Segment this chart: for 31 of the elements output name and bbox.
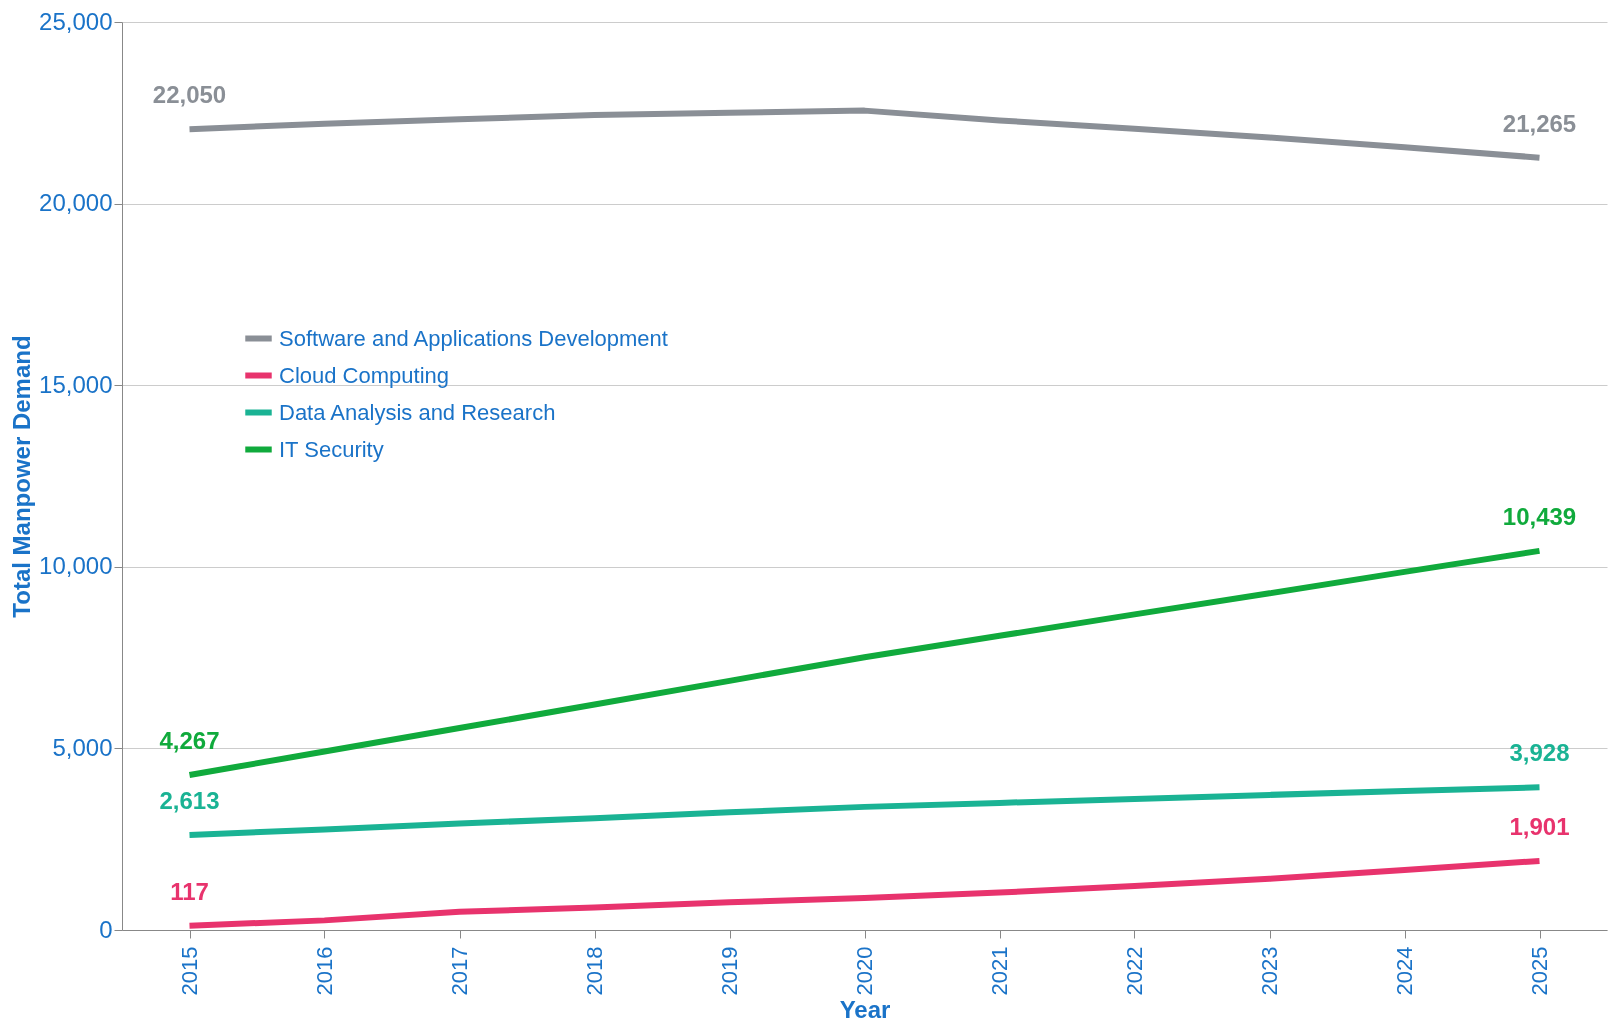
data-label: 2,613 [159, 787, 220, 815]
y-tick-label: 5,000 [52, 733, 113, 761]
data-label: 4,267 [159, 727, 220, 755]
legend-label: Cloud Computing [279, 362, 449, 388]
legend-label: IT Security [279, 436, 384, 462]
x-tick-label: 2025 [1527, 946, 1552, 996]
y-tick-label: 10,000 [39, 552, 113, 580]
x-tick-label: 2024 [1392, 946, 1417, 996]
data-label: 21,265 [1502, 109, 1577, 137]
data-label: 3,928 [1509, 739, 1570, 767]
legend-label: Software and Applications Development [279, 325, 668, 351]
y-axis-title: Total Manpower Demand [8, 335, 36, 618]
x-tick-label: 2019 [717, 946, 742, 996]
data-label: 117 [170, 877, 209, 905]
x-tick-label: 2015 [177, 946, 202, 996]
x-tick-label: 2021 [987, 946, 1012, 996]
x-tick-label: 2018 [582, 946, 607, 996]
y-tick-label: 0 [99, 915, 113, 943]
x-tick-label: 2017 [447, 946, 472, 996]
x-tick-label: 2022 [1122, 946, 1147, 996]
data-label: 22,050 [152, 81, 227, 109]
x-tick-label: 2023 [1257, 946, 1282, 996]
y-tick-label: 15,000 [39, 370, 113, 398]
x-tick-label: 2020 [852, 946, 877, 996]
data-label: 10,439 [1502, 502, 1577, 530]
data-label: 1,901 [1509, 812, 1570, 840]
y-tick-label: 20,000 [39, 189, 113, 217]
x-tick-label: 2016 [312, 946, 337, 996]
legend-label: Data Analysis and Research [279, 399, 556, 425]
x-axis-title: Year [839, 996, 891, 1024]
y-tick-label: 25,000 [39, 7, 113, 35]
